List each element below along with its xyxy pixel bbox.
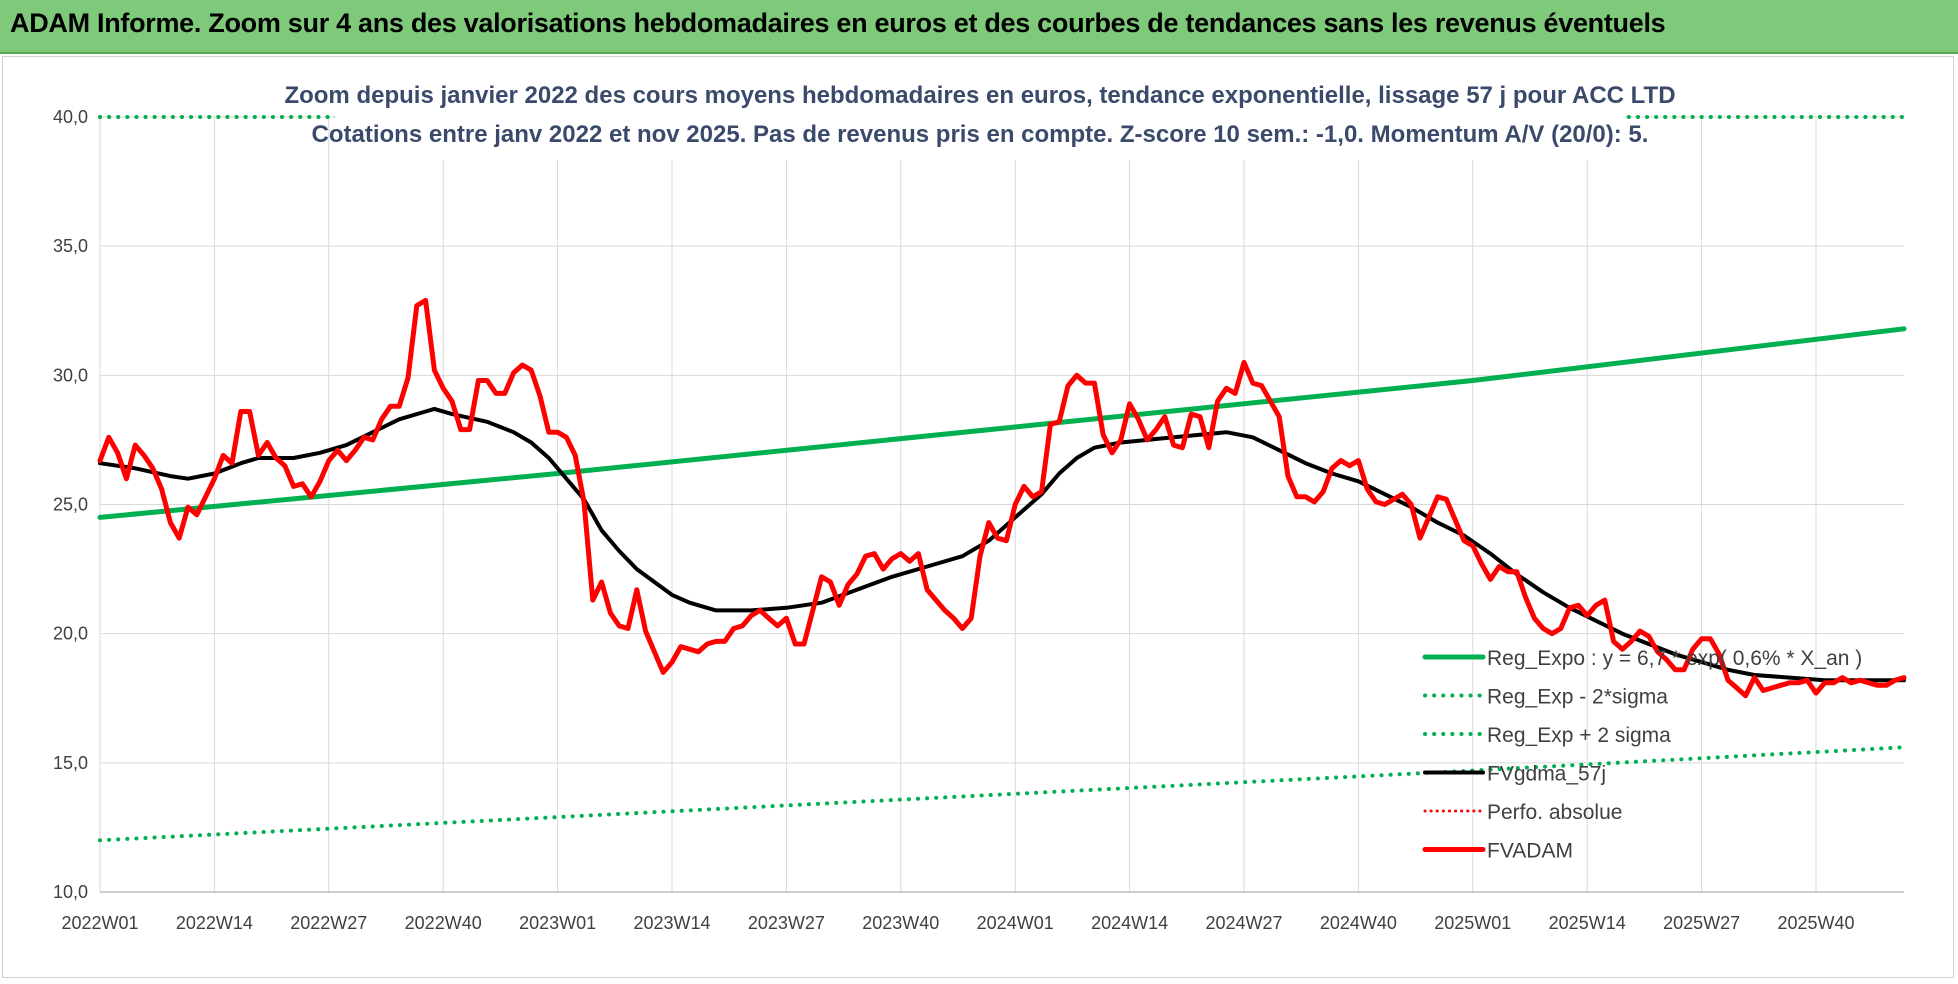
legend-label-smooth: FVgdma_57j [1487, 763, 1606, 786]
series-line-smooth [98, 406, 1906, 683]
x-tick-label: 2024W01 [977, 913, 1054, 933]
y-tick-label: 15,0 [53, 753, 88, 773]
x-tick-label: 2022W01 [61, 913, 138, 933]
y-tick-label: 25,0 [53, 495, 88, 515]
chart-frame [2, 56, 1954, 978]
x-tick-label: 2025W01 [1434, 913, 1511, 933]
legend-label-price: FVADAM [1487, 840, 1573, 863]
x-tick-label: 2023W14 [633, 913, 710, 933]
chart-title: Zoom depuis janvier 2022 des cours moyen… [284, 82, 1675, 109]
x-tick-label: 2023W01 [519, 913, 596, 933]
legend-label-lower: Reg_Exp - 2*sigma [1487, 686, 1668, 709]
chart-subtitle: Cotations entre janv 2022 et nov 2025. P… [312, 121, 1649, 148]
y-tick-label: 20,0 [53, 624, 88, 644]
x-tick-label: 2025W40 [1777, 913, 1854, 933]
y-tick-label: 35,0 [53, 236, 88, 256]
legend-label-upper: Reg_Exp + 2 sigma [1487, 724, 1671, 747]
header-banner: ADAM Informe. Zoom sur 4 ans des valoris… [0, 0, 1958, 54]
legend-label-perfo: Perfo. absolue [1487, 801, 1622, 824]
legend: Reg_Expo : y = 6,7 * exp( 0,6% * X_an ) R… [1422, 647, 1862, 863]
x-tick-label: 2024W40 [1320, 913, 1397, 933]
title-background [335, 74, 1625, 160]
y-tick-label: 10,0 [53, 882, 88, 902]
series-line-trend [97, 326, 1907, 520]
series-line-lower [98, 745, 1906, 843]
legend-label-trend: Reg_Expo : y = 6,7 * exp( 0,6% * X_an ) [1487, 647, 1862, 670]
axis-layer: 10,0 15,0 20,0 25,0 30,0 35,0 40,0 2022W01 2022W… [53, 107, 1904, 933]
grid-layer [99, 116, 1904, 893]
x-tick-label: 2023W40 [862, 913, 939, 933]
y-tick-label: 40,0 [53, 107, 88, 127]
x-tick-label: 2025W14 [1549, 913, 1626, 933]
x-tick-label: 2024W14 [1091, 913, 1168, 933]
banner-title: ADAM Informe. Zoom sur 4 ans des valoris… [10, 8, 1666, 38]
x-tick-label: 2022W27 [290, 913, 367, 933]
x-tick-label: 2025W27 [1663, 913, 1740, 933]
series-line-price [97, 297, 1907, 699]
x-tick-label: 2022W40 [405, 913, 482, 933]
y-tick-label: 30,0 [53, 365, 88, 385]
x-tick-label: 2022W14 [176, 913, 253, 933]
x-tick-label: 2024W27 [1205, 913, 1282, 933]
x-tick-label: 2023W27 [748, 913, 825, 933]
chart-title-block: Zoom depuis janvier 2022 des cours moyen… [284, 74, 1676, 160]
